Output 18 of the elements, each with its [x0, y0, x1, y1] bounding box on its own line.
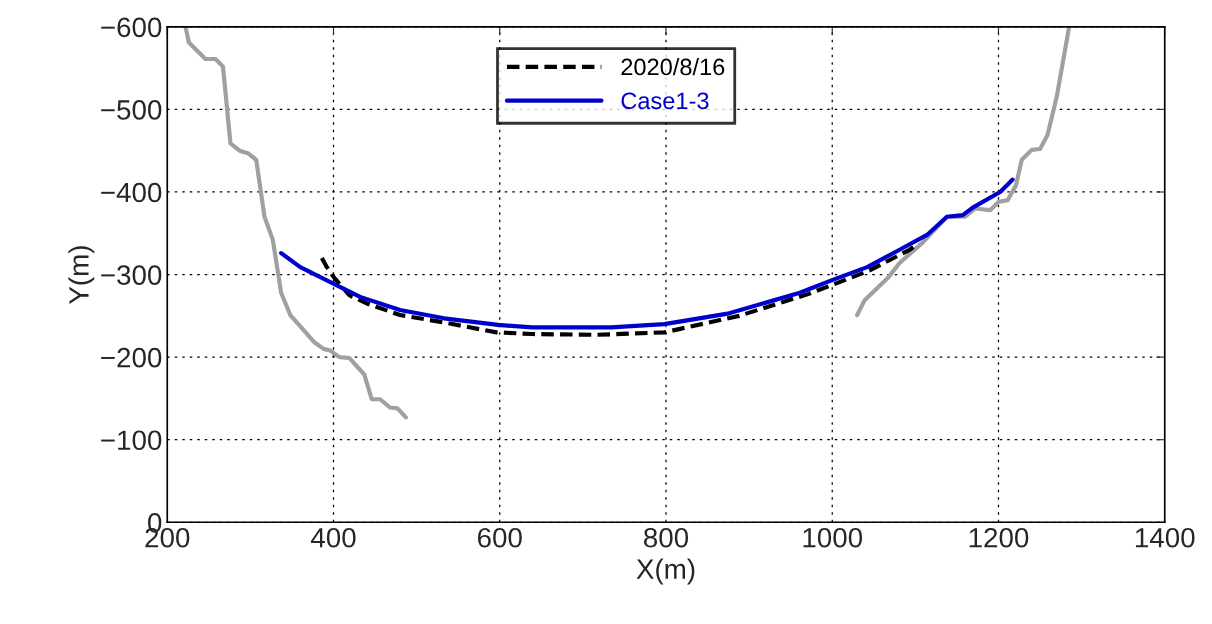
legend-label: 2020/8/16 [621, 57, 725, 76]
y-axis-title: Y(m) [68, 246, 95, 305]
x-axis-title: X(m) [636, 558, 695, 585]
legend-label: Case1-3 [621, 92, 709, 110]
y-tick-label: −400 [101, 182, 162, 203]
y-tick-label: −500 [101, 100, 162, 120]
line-series [183, 26, 408, 420]
y-tick-label: −200 [101, 347, 162, 368]
x-tick-label: 400 [310, 527, 356, 548]
x-tick-label: 1000 [803, 527, 863, 548]
y-tick-label: −600 [101, 17, 162, 38]
x-tick-label: 800 [644, 527, 689, 548]
line-series [279, 177, 1015, 330]
y-tick-label: −300 [101, 265, 162, 285]
x-tick-label: 1400 [1135, 527, 1195, 548]
x-tick-label: 1200 [969, 527, 1029, 548]
y-tick-label: −100 [101, 430, 162, 451]
x-tick-label: 600 [477, 527, 522, 548]
